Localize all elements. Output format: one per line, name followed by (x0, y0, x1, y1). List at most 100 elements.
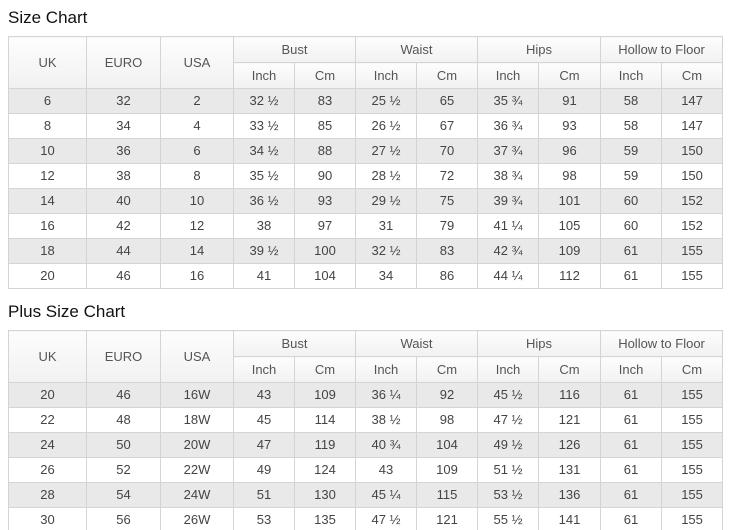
header-subcell-hips-cm: Cm (538, 356, 602, 383)
table-row: 26 52 22W 49 124 43 109 51 ½ 131 61 155 (8, 457, 724, 483)
table-cell: 88 (293, 138, 357, 164)
table-cell: 61 (600, 407, 663, 433)
table-row: 20 46 16W 43 109 36 ¼ 92 45 ½ 116 61 155 (8, 382, 724, 408)
table-cell: 109 (293, 382, 357, 408)
table-cell: 61 (600, 382, 663, 408)
header-subcell-waist-inch: Inch (355, 356, 418, 383)
table-cell: 61 (600, 457, 663, 483)
table-cell: 42 ¾ (477, 238, 540, 264)
table-body: 6 32 2 32 ½ 83 25 ½ 65 35 ¾ 91 58 147 8 34 4 33 ½ 85 26 … (8, 88, 724, 289)
table-cell: 155 (661, 407, 724, 433)
header-subcell-bust-inch: Inch (233, 62, 295, 89)
table-cell: 24 (8, 432, 87, 458)
table-cell: 10 (8, 138, 87, 164)
table-cell: 152 (661, 188, 724, 214)
table-cell: 6 (8, 88, 87, 114)
table-cell: 124 (293, 457, 357, 483)
table-cell: 92 (416, 382, 479, 408)
table-cell: 40 (86, 188, 161, 214)
table-cell: 155 (661, 263, 724, 289)
table-cell: 22W (160, 457, 234, 483)
table-cell: 90 (293, 163, 357, 189)
header-cell-euro: EURO (86, 36, 161, 89)
table-cell: 8 (8, 113, 87, 139)
table-cell: 40 ¾ (355, 432, 418, 458)
size-chart-table: UK EURO USA Bust Waist Hips Hollow to Floor Inc… (8, 36, 724, 289)
table-cell: 75 (416, 188, 479, 214)
table-cell: 45 (233, 407, 295, 433)
table-cell: 12 (8, 163, 87, 189)
table-cell: 36 ¼ (355, 382, 418, 408)
table-cell: 51 (233, 482, 295, 508)
header-subcell-hips-inch: Inch (477, 356, 540, 383)
table-cell: 98 (538, 163, 602, 189)
table-cell: 6 (160, 138, 234, 164)
table-cell: 147 (661, 113, 724, 139)
table-row: 28 54 24W 51 130 45 ¼ 115 53 ½ 136 61 155 (8, 482, 724, 508)
table-cell: 67 (416, 113, 479, 139)
table-cell: 31 (355, 213, 418, 239)
table-cell: 104 (293, 263, 357, 289)
table-cell: 30 (8, 507, 87, 530)
table-cell: 61 (600, 238, 663, 264)
header-subcell-hips-cm: Cm (538, 62, 602, 89)
header-subcell-waist-cm: Cm (416, 356, 479, 383)
table-cell: 41 (233, 263, 295, 289)
header-cell-usa: USA (160, 330, 234, 383)
table-header: UK EURO USA Bust Waist Hips Hollow to Floor Inc… (8, 330, 724, 383)
table-cell: 45 ¼ (355, 482, 418, 508)
table-cell: 150 (661, 163, 724, 189)
table-cell: 43 (355, 457, 418, 483)
table-row: 14 40 10 36 ½ 93 29 ½ 75 39 ¾ 101 60 152 (8, 188, 724, 214)
table-cell: 155 (661, 507, 724, 530)
table-cell: 61 (600, 263, 663, 289)
table-cell: 43 (233, 382, 295, 408)
table-row: 22 48 18W 45 114 38 ½ 98 47 ½ 121 61 155 (8, 407, 724, 433)
table-cell: 130 (293, 482, 357, 508)
table-cell: 22 (8, 407, 87, 433)
header-group-hollow-to-floor: Hollow to Floor (600, 330, 724, 357)
table-cell: 28 (8, 482, 87, 508)
table-cell: 42 (86, 213, 161, 239)
table-cell: 83 (416, 238, 479, 264)
table-cell: 104 (416, 432, 479, 458)
table-cell: 131 (538, 457, 602, 483)
table-cell: 36 ¾ (477, 113, 540, 139)
header-cell-uk: UK (8, 330, 87, 383)
header-subcell-waist-inch: Inch (355, 62, 418, 89)
header-group-waist: Waist (355, 330, 479, 357)
header-cell-euro: EURO (86, 330, 161, 383)
table-cell: 150 (661, 138, 724, 164)
table-cell: 26 ½ (355, 113, 418, 139)
table-cell: 46 (86, 263, 161, 289)
header-subcell-hollow-to-floor-cm: Cm (661, 356, 724, 383)
table-cell: 33 ½ (233, 113, 295, 139)
table-cell: 105 (538, 213, 602, 239)
table-cell: 36 ½ (233, 188, 295, 214)
table-cell: 48 (86, 407, 161, 433)
table-cell: 39 ¾ (477, 188, 540, 214)
table-cell: 53 ½ (477, 482, 540, 508)
table-cell: 16 (8, 213, 87, 239)
table-cell: 58 (600, 88, 663, 114)
header-group-hips: Hips (477, 330, 602, 357)
table-cell: 121 (416, 507, 479, 530)
table-cell: 60 (600, 188, 663, 214)
header-subcell-waist-cm: Cm (416, 62, 479, 89)
table-cell: 37 ¾ (477, 138, 540, 164)
table-cell: 141 (538, 507, 602, 530)
header-cell-uk: UK (8, 36, 87, 89)
table-cell: 70 (416, 138, 479, 164)
size-chart-title: Size Chart (8, 8, 88, 27)
header-group-bust: Bust (232, 330, 357, 357)
table-cell: 93 (538, 113, 602, 139)
table-row: 12 38 8 35 ½ 90 28 ½ 72 38 ¾ 98 59 150 (8, 163, 724, 189)
table-cell: 46 (86, 382, 161, 408)
header-subcell-hips-inch: Inch (477, 62, 540, 89)
table-cell: 61 (600, 432, 663, 458)
table-cell: 109 (538, 238, 602, 264)
table-cell: 8 (160, 163, 234, 189)
table-cell: 35 ½ (233, 163, 295, 189)
header-group-hollow-to-floor: Hollow to Floor (600, 36, 724, 63)
